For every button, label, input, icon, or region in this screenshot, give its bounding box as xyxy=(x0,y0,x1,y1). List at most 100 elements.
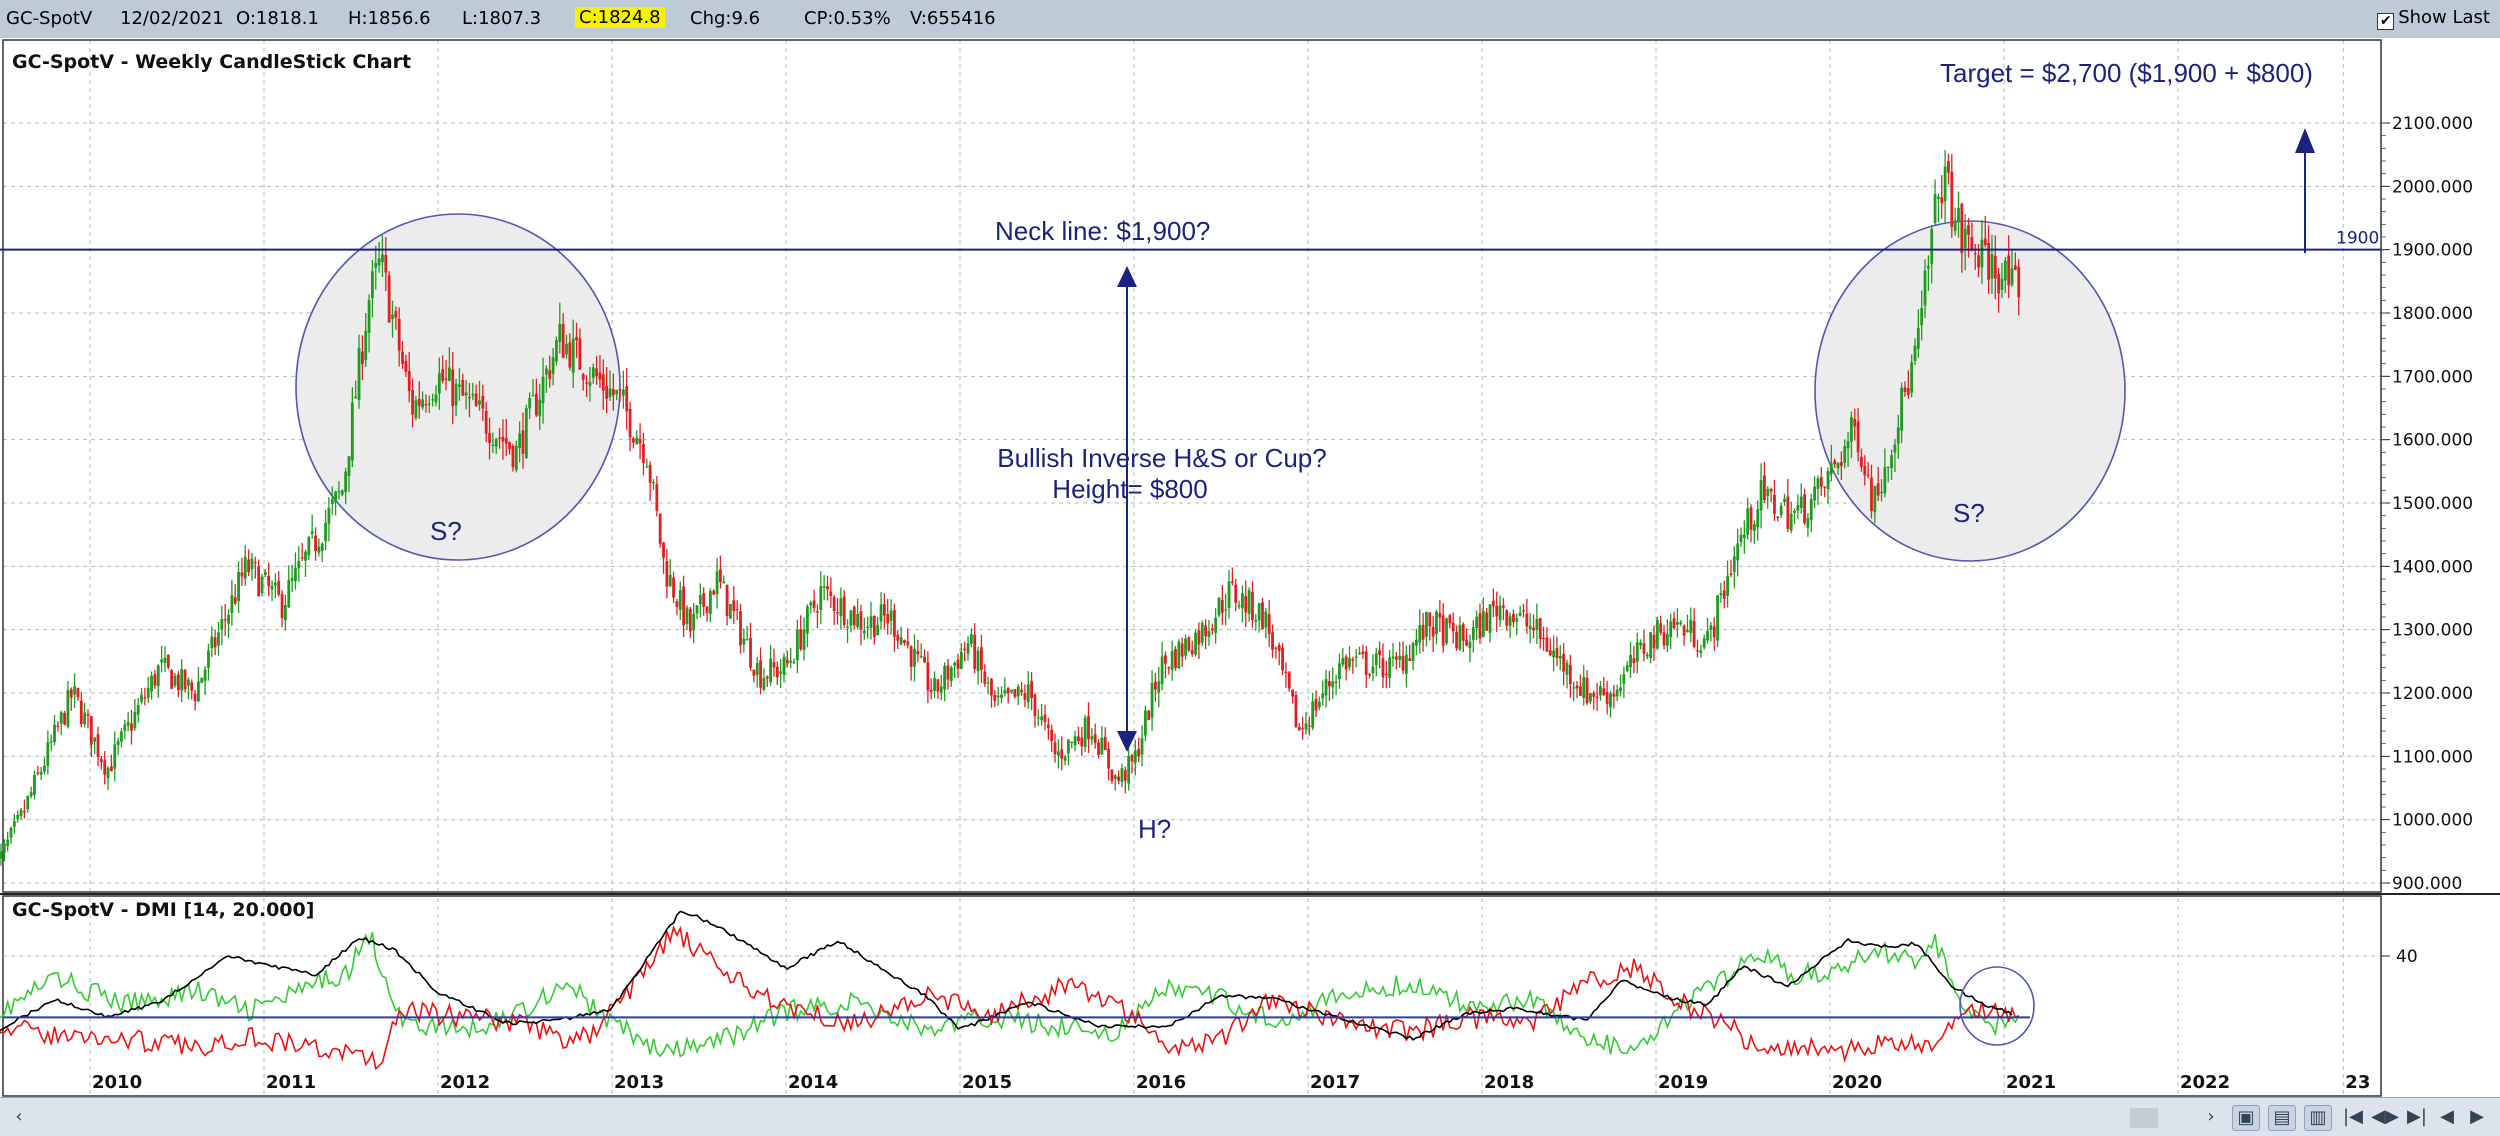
candle xyxy=(1783,493,1786,506)
candle xyxy=(946,658,950,690)
first-page-icon[interactable]: |◀ xyxy=(2343,1106,2363,1127)
candle xyxy=(1244,580,1248,628)
candle-body xyxy=(1679,622,1683,625)
candle-body xyxy=(1773,494,1776,514)
right-shoulder-label: S? xyxy=(1953,498,1985,528)
candle xyxy=(1943,150,1947,223)
next-page-icon[interactable]: ▶| xyxy=(2407,1106,2427,1127)
candle xyxy=(1455,625,1458,651)
show-last-toggle[interactable]: ✔ Show Last xyxy=(2377,7,2490,30)
prev-page-icon[interactable]: ◀▶ xyxy=(2371,1106,2399,1127)
candle-body xyxy=(1338,663,1341,680)
y-tick-label: 1200.000 xyxy=(2392,684,2473,704)
candle xyxy=(742,628,746,653)
candle xyxy=(618,388,622,402)
candle-body xyxy=(1140,738,1144,755)
candle-body xyxy=(521,430,525,454)
candle xyxy=(1100,726,1104,755)
candle-body xyxy=(1040,716,1044,721)
candle-body xyxy=(1190,649,1194,655)
candle-body xyxy=(1706,630,1709,641)
candle xyxy=(1525,598,1529,634)
candle xyxy=(257,559,261,597)
candle-body xyxy=(1425,612,1428,637)
candle-body xyxy=(1036,717,1040,719)
candle xyxy=(869,601,873,640)
candle-body xyxy=(2017,266,2021,298)
candle-body xyxy=(1475,616,1479,628)
candle-body xyxy=(1672,618,1676,629)
candle-body xyxy=(966,643,970,654)
candle-body xyxy=(514,445,518,470)
candle xyxy=(1348,645,1351,671)
candle xyxy=(1000,686,1003,704)
candle-body xyxy=(635,437,639,445)
candle xyxy=(732,586,736,625)
candle-body xyxy=(1696,650,1699,652)
candle-body xyxy=(1943,166,1947,202)
scroll-right-icon[interactable]: › xyxy=(2207,1106,2215,1127)
candle-body xyxy=(59,712,63,724)
candle xyxy=(1174,646,1177,671)
candle xyxy=(1565,659,1569,689)
scrollbar-thumb[interactable] xyxy=(2130,1108,2158,1128)
candle xyxy=(1391,642,1395,667)
prev-icon[interactable]: ◀ xyxy=(2440,1106,2454,1127)
candle-body xyxy=(899,637,903,645)
candle-body xyxy=(1578,686,1582,696)
candle-body xyxy=(1448,615,1452,624)
candle-body xyxy=(1746,508,1750,536)
candle xyxy=(1916,309,1920,358)
zoom-icon[interactable]: ▣ xyxy=(2232,1105,2260,1131)
candle xyxy=(1595,682,1599,712)
candle xyxy=(1053,733,1057,763)
candle xyxy=(207,643,210,681)
candle xyxy=(431,393,435,407)
candle xyxy=(1338,653,1341,689)
candle-body xyxy=(1568,664,1572,685)
candle-body xyxy=(2010,268,2014,285)
candle xyxy=(1093,723,1097,749)
candle-body xyxy=(46,742,50,766)
candle xyxy=(253,556,257,579)
candle-body xyxy=(1361,651,1365,655)
candle-body xyxy=(555,340,558,362)
last-page-icon[interactable]: ▶ xyxy=(2470,1106,2484,1127)
fit-icon[interactable]: ▤ xyxy=(2268,1105,2296,1131)
candle xyxy=(739,603,742,654)
candle-body xyxy=(541,376,545,404)
candle xyxy=(795,619,799,674)
candle xyxy=(832,594,836,625)
candle-body xyxy=(53,724,56,743)
candle xyxy=(893,603,896,652)
candle xyxy=(632,436,635,449)
candle-body xyxy=(1197,630,1201,645)
show-last-checkbox[interactable]: ✔ xyxy=(2377,13,2395,30)
candle xyxy=(186,677,190,700)
candle-body xyxy=(9,827,13,838)
scroll-left-icon[interactable]: ‹ xyxy=(15,1106,23,1127)
candle-body xyxy=(1602,688,1606,695)
y-tick-label: 1600.000 xyxy=(2392,431,2473,451)
candle xyxy=(571,319,575,388)
candle xyxy=(260,573,264,597)
candle-body xyxy=(882,604,886,616)
quote-toolbar: GC-SpotV 12/02/2021 O:1818.1 H:1856.6 L:… xyxy=(0,0,2500,39)
zoom-out-icon[interactable]: ▥ xyxy=(2304,1105,2332,1131)
candle-body xyxy=(725,584,729,617)
candle-body xyxy=(963,648,967,651)
candle-body xyxy=(1692,621,1696,647)
candle xyxy=(662,542,665,574)
candle xyxy=(1274,646,1278,659)
candle xyxy=(846,619,849,644)
candle-body xyxy=(548,370,552,379)
candle xyxy=(1947,153,1950,185)
candle xyxy=(1505,609,1509,631)
candle-body xyxy=(1180,643,1184,657)
candle-body xyxy=(243,556,247,579)
candle-body xyxy=(929,690,933,693)
candle xyxy=(990,677,993,708)
candle xyxy=(9,826,13,844)
candle-body xyxy=(454,383,458,406)
candle xyxy=(471,382,475,401)
